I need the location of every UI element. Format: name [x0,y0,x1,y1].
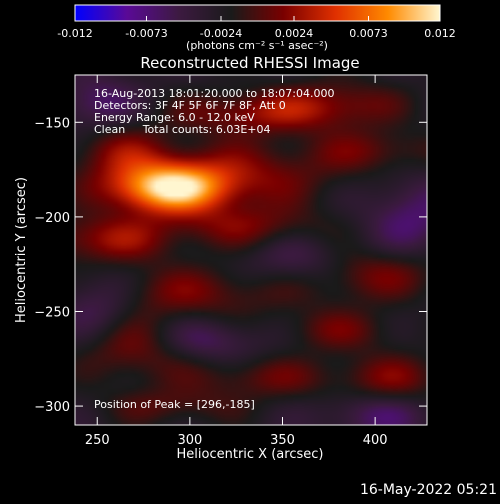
colorbar-bar [74,4,441,22]
colorbar-tick-label: -0.0073 [125,27,167,40]
colorbar-tick-label: 0.0073 [349,27,388,40]
annotation-time-range: 16-Aug-2013 18:01:20.000 to 18:07:04.000 [94,87,335,100]
x-axis-ticks: 250 300 350 400 [85,75,388,448]
plot-frame [74,74,428,426]
colorbar-unit-label: (photons cm⁻² s⁻¹ asec⁻²) [186,39,328,52]
annotation-detectors: Detectors: 3F 4F 5F 6F 7F 8F, Att 0 [94,99,286,112]
annotation-energy: Energy Range: 6.0 - 12.0 keV [94,111,255,124]
x-tick-label: 250 [85,433,110,448]
y-tick-label: −300 [34,400,70,415]
y-tick-label: −150 [34,116,70,131]
y-tick-label: −200 [34,211,70,226]
colorbar-ticks: -0.012 -0.0073 -0.0024 0.0024 0.0073 0.012 [57,16,456,40]
x-tick-label: 400 [363,433,388,448]
x-tick-label: 350 [270,433,295,448]
y-tick-label: −250 [34,305,70,320]
annotations: 16-Aug-2013 18:01:20.000 to 18:07:04.000… [94,87,335,411]
y-axis-ticks: −150 −200 −250 −300 [34,116,427,415]
annotation-clean-counts: Clean Total counts: 6.03E+04 [94,123,271,136]
chart-title: Reconstructed RHESSI Image [140,54,359,72]
colorbar-tick-label: 0.0024 [275,27,314,40]
colorbar-tick-label: 0.012 [424,27,456,40]
y-axis-label: Heliocentric Y (arcsec) [14,177,29,323]
footer-date: 16-May-2022 05:21 [360,482,497,498]
colorbar-tick-label: -0.012 [57,27,92,40]
x-tick-label: 300 [177,433,202,448]
colorbar-tick-label: -0.0024 [200,27,242,40]
peak-position-label: Position of Peak = [296,-185] [94,398,255,411]
plot-area: 250 300 350 400 −150 −200 −250 −300 [34,74,428,448]
heatmap-image [75,75,427,425]
colorbar: -0.012 -0.0073 -0.0024 0.0024 0.0073 0.012 (p… [57,4,456,52]
x-axis-label: Heliocentric X (arcsec) [177,447,324,462]
